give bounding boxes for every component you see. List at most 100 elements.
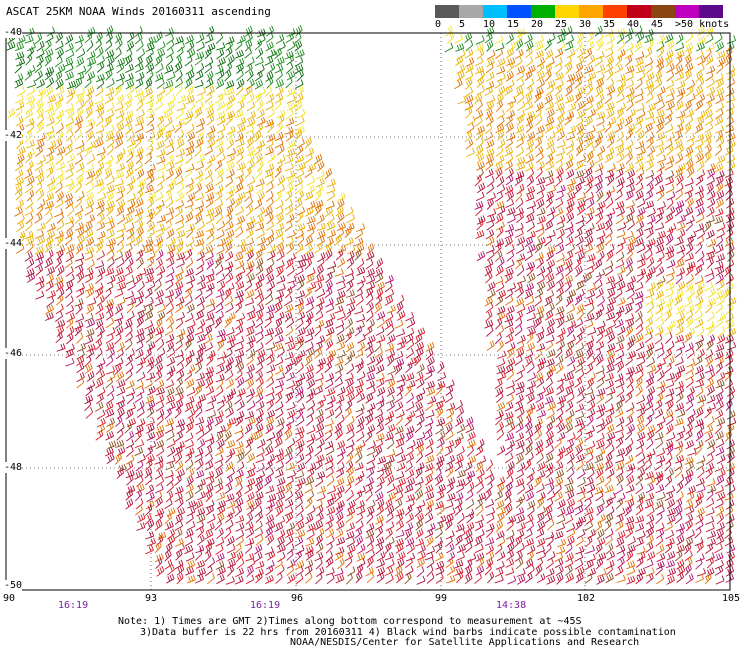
wind-barb — [704, 406, 712, 419]
wind-barb — [634, 115, 644, 126]
wind-barb — [584, 319, 594, 329]
wind-barb — [314, 311, 324, 322]
wind-barb — [624, 391, 633, 404]
wind-barb — [437, 371, 447, 382]
wind-barb — [465, 521, 475, 533]
wind-barb — [385, 512, 394, 523]
wind-barb — [496, 401, 506, 412]
wind-barb — [275, 69, 283, 82]
wind-barb — [596, 145, 606, 156]
wind-barb — [195, 123, 205, 134]
wind-barb — [26, 139, 36, 149]
wind-barb — [454, 436, 462, 449]
wind-barb — [274, 364, 284, 375]
wind-barb — [635, 504, 644, 516]
wind-barb — [244, 279, 253, 292]
wind-barb — [715, 235, 724, 248]
wind-barb — [175, 221, 185, 231]
wind-barb — [314, 189, 322, 202]
wind-barb — [224, 46, 233, 59]
wind-barb — [524, 528, 533, 540]
wind-barb — [416, 575, 426, 585]
wind-barb — [76, 168, 85, 180]
wind-barb — [724, 492, 734, 501]
wind-barb — [147, 385, 156, 396]
wind-barb — [725, 182, 733, 195]
wind-barb — [567, 467, 575, 480]
wind-barb — [166, 228, 175, 240]
wind-barb — [114, 178, 124, 187]
wind-barb — [25, 130, 33, 143]
wind-barb — [105, 309, 114, 321]
wind-barb — [565, 313, 575, 323]
wind-barb — [36, 139, 45, 150]
wind-barb — [244, 423, 253, 435]
wind-barb — [715, 343, 725, 353]
wind-barb — [146, 454, 155, 464]
wind-barb — [475, 129, 484, 141]
wind-barb — [234, 425, 244, 435]
wind-barb — [354, 325, 363, 337]
wind-barb — [126, 40, 135, 52]
wind-barb — [85, 191, 95, 202]
wind-barb — [295, 290, 306, 299]
wind-barb — [655, 289, 664, 300]
wind-barb — [545, 358, 555, 368]
wind-barb — [367, 440, 376, 450]
wind-barb — [706, 78, 715, 88]
wind-barb — [324, 206, 333, 218]
wind-barb — [105, 408, 115, 418]
wind-barb — [696, 25, 705, 37]
wind-barb — [616, 207, 625, 217]
wind-barb — [275, 317, 283, 330]
wind-barb — [454, 432, 464, 442]
wind-barb — [265, 526, 273, 538]
wind-barb — [64, 57, 74, 67]
wind-barb — [274, 165, 282, 178]
wind-barb — [245, 204, 254, 217]
wind-barb — [244, 190, 252, 203]
wind-barb — [475, 460, 484, 473]
wind-barb — [265, 41, 274, 52]
wind-barb — [434, 467, 442, 480]
wind-barb — [636, 551, 646, 562]
wind-barb — [645, 347, 654, 360]
wind-barb — [556, 400, 565, 412]
wind-barb — [517, 334, 526, 345]
wind-barb — [105, 267, 115, 277]
wind-barb — [395, 328, 406, 338]
wind-barb — [495, 317, 503, 330]
wind-barb — [604, 484, 614, 494]
wind-barb — [525, 47, 533, 59]
wind-barb — [686, 93, 696, 103]
wind-barb — [555, 221, 565, 231]
wind-barb — [655, 279, 664, 292]
wind-barb — [504, 288, 514, 300]
wind-barb — [654, 70, 663, 83]
wind-barb — [605, 564, 614, 576]
wind-barb — [474, 536, 483, 547]
wind-barb — [166, 71, 176, 81]
wind-barb — [315, 454, 325, 464]
wind-barb — [415, 393, 424, 404]
wind-barb — [55, 86, 65, 96]
wind-barb — [426, 572, 435, 584]
wind-barb — [554, 437, 562, 449]
wind-barb — [274, 302, 283, 314]
wind-barb — [175, 460, 184, 472]
wind-barb — [227, 388, 237, 398]
wind-barb — [306, 227, 315, 239]
wind-barb — [44, 103, 54, 113]
wind-barb — [557, 114, 565, 127]
wind-barb — [714, 543, 723, 554]
wind-barb — [594, 308, 603, 321]
wind-barb — [665, 537, 675, 547]
wind-barb — [264, 475, 272, 487]
wind-barb — [515, 39, 524, 51]
wind-barb — [275, 199, 284, 210]
wind-barb — [196, 251, 205, 262]
wind-barb — [324, 455, 334, 465]
wind-barb — [686, 347, 695, 359]
wind-barb — [514, 317, 523, 330]
wind-barb — [164, 498, 173, 510]
